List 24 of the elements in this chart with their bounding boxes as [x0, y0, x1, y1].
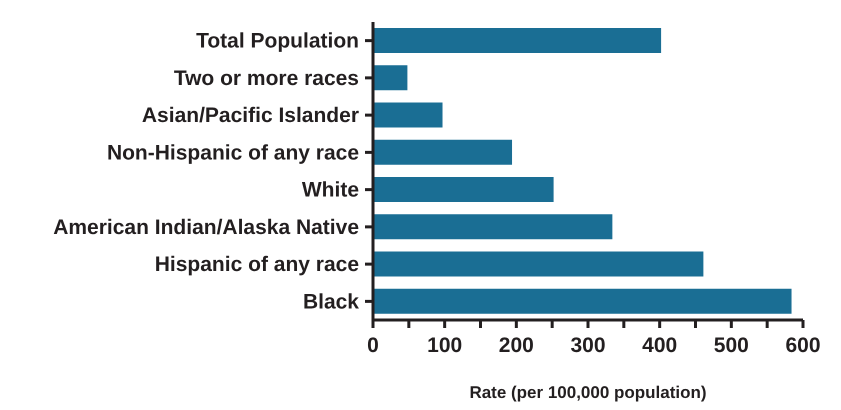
y-tick-label: Two or more races — [174, 66, 359, 90]
y-tick-label: Non-Hispanic of any race — [106, 141, 359, 164]
x-tick-label: 0 — [367, 334, 379, 357]
bar — [373, 28, 662, 53]
x-tick-label: 500 — [714, 334, 749, 357]
y-tick-label: White — [302, 178, 359, 202]
x-tick-label: 300 — [570, 334, 606, 357]
y-tick-label: Total Population — [196, 30, 359, 53]
bar — [373, 65, 408, 90]
y-tick-label: Hispanic of any race — [154, 253, 359, 276]
y-tick-label: Asian/Pacific Islander — [142, 104, 359, 128]
x-axis-title: Rate (per 100,000 population) — [469, 383, 707, 402]
x-tick-label: 200 — [498, 334, 534, 357]
bar — [373, 288, 792, 314]
y-tick-label: American Indian/Alaska Native — [53, 216, 359, 239]
x-tick-label: 400 — [642, 334, 678, 357]
x-tick-label: 600 — [785, 334, 821, 357]
bar — [373, 176, 554, 202]
bar — [373, 140, 512, 165]
bar — [373, 102, 443, 128]
y-tick-label: Black — [302, 290, 360, 314]
bar — [373, 251, 704, 276]
x-tick-label: 100 — [427, 334, 462, 357]
bar — [373, 214, 612, 240]
